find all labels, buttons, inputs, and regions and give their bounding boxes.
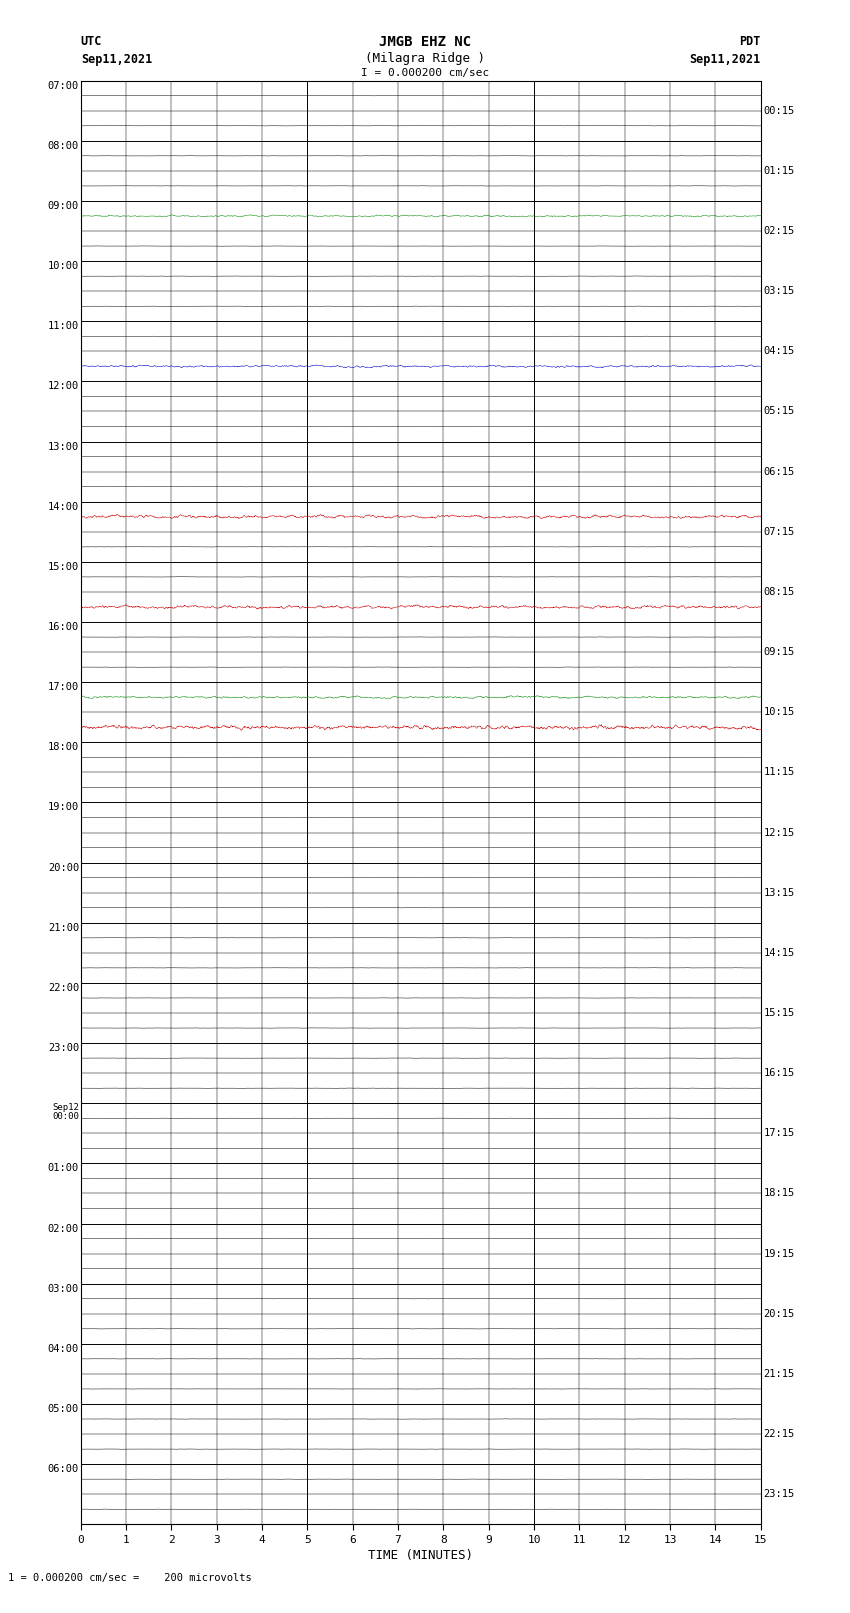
Text: 09:15: 09:15 [763, 647, 795, 656]
Text: 17:00: 17:00 [48, 682, 79, 692]
Text: 01:00: 01:00 [48, 1163, 79, 1173]
Text: 12:15: 12:15 [763, 827, 795, 837]
Text: 23:15: 23:15 [763, 1489, 795, 1498]
Text: 06:15: 06:15 [763, 466, 795, 476]
Text: 22:00: 22:00 [48, 982, 79, 994]
Text: 22:15: 22:15 [763, 1429, 795, 1439]
Text: 02:15: 02:15 [763, 226, 795, 235]
Text: 08:15: 08:15 [763, 587, 795, 597]
Text: 10:00: 10:00 [48, 261, 79, 271]
Text: 06:00: 06:00 [48, 1465, 79, 1474]
Text: 21:00: 21:00 [48, 923, 79, 932]
Text: Sep11,2021: Sep11,2021 [81, 53, 152, 66]
Text: 13:15: 13:15 [763, 887, 795, 898]
X-axis label: TIME (MINUTES): TIME (MINUTES) [368, 1548, 473, 1561]
Text: 03:15: 03:15 [763, 286, 795, 297]
Text: Sep12
00:00: Sep12 00:00 [52, 1103, 79, 1121]
Text: Sep11,2021: Sep11,2021 [689, 53, 761, 66]
Text: 14:00: 14:00 [48, 502, 79, 511]
Text: 05:00: 05:00 [48, 1403, 79, 1415]
Text: 18:15: 18:15 [763, 1189, 795, 1198]
Text: 11:15: 11:15 [763, 768, 795, 777]
Text: 11:00: 11:00 [48, 321, 79, 331]
Text: 23:00: 23:00 [48, 1044, 79, 1053]
Text: 21:15: 21:15 [763, 1369, 795, 1379]
Text: I = 0.000200 cm/sec: I = 0.000200 cm/sec [361, 68, 489, 77]
Text: 14:15: 14:15 [763, 948, 795, 958]
Text: 01:15: 01:15 [763, 166, 795, 176]
Text: 13:00: 13:00 [48, 442, 79, 452]
Text: 18:00: 18:00 [48, 742, 79, 752]
Text: (Milagra Ridge ): (Milagra Ridge ) [365, 52, 485, 65]
Text: JMGB EHZ NC: JMGB EHZ NC [379, 35, 471, 50]
Text: 09:00: 09:00 [48, 202, 79, 211]
Text: 10:15: 10:15 [763, 706, 795, 718]
Text: 20:00: 20:00 [48, 863, 79, 873]
Text: 16:15: 16:15 [763, 1068, 795, 1077]
Text: 00:15: 00:15 [763, 106, 795, 116]
Text: 19:15: 19:15 [763, 1248, 795, 1258]
Text: 20:15: 20:15 [763, 1308, 795, 1319]
Text: 08:00: 08:00 [48, 140, 79, 150]
Text: 1 = 0.000200 cm/sec =    200 microvolts: 1 = 0.000200 cm/sec = 200 microvolts [8, 1573, 252, 1582]
Text: 05:15: 05:15 [763, 406, 795, 416]
Text: 04:15: 04:15 [763, 347, 795, 356]
Text: 17:15: 17:15 [763, 1129, 795, 1139]
Text: 15:15: 15:15 [763, 1008, 795, 1018]
Text: 12:00: 12:00 [48, 381, 79, 392]
Text: UTC: UTC [81, 35, 102, 48]
Text: 02:00: 02:00 [48, 1224, 79, 1234]
Text: 16:00: 16:00 [48, 623, 79, 632]
Text: PDT: PDT [740, 35, 761, 48]
Text: 07:00: 07:00 [48, 81, 79, 90]
Text: 07:15: 07:15 [763, 527, 795, 537]
Text: 19:00: 19:00 [48, 803, 79, 813]
Text: 15:00: 15:00 [48, 561, 79, 573]
Text: 03:00: 03:00 [48, 1284, 79, 1294]
Text: 04:00: 04:00 [48, 1344, 79, 1353]
